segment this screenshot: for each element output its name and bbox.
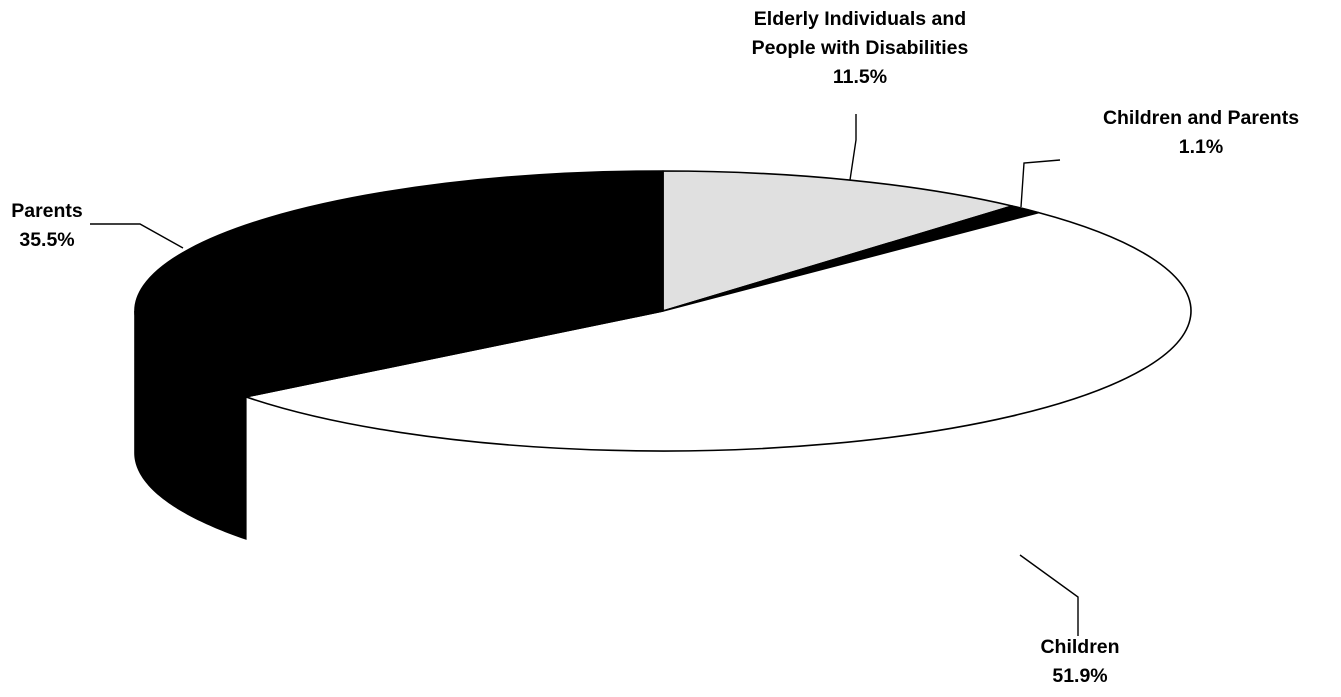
label-parents-name: Parents — [11, 200, 83, 222]
leader-elderly — [849, 114, 857, 181]
label-children-and-parents-name: Children and Parents — [1102, 107, 1300, 129]
leader-children-and-parents — [1020, 159, 1061, 208]
label-parents: Parents 35.5% — [2, 197, 92, 255]
label-elderly-line2: People with Disabilities — [751, 37, 969, 59]
slice-top-3 — [134, 170, 664, 398]
label-children: Children 51.9% — [1020, 633, 1140, 691]
leader-parents — [90, 223, 184, 249]
label-elderly-value: 11.5% — [832, 66, 888, 88]
label-children-value: 51.9% — [1052, 665, 1108, 687]
label-children-and-parents: Children and Parents 1.1% — [1058, 104, 1341, 162]
label-children-and-parents-value: 1.1% — [1178, 136, 1224, 158]
label-parents-value: 35.5% — [19, 229, 75, 251]
label-elderly-line1: Elderly Individuals and — [753, 8, 967, 30]
slice-top-0 — [662, 170, 1013, 312]
label-elderly: Elderly Individuals and People with Disa… — [705, 5, 1015, 92]
leader-children — [1019, 554, 1079, 636]
slice-top-2 — [245, 211, 1192, 452]
label-children-name: Children — [1040, 636, 1120, 658]
